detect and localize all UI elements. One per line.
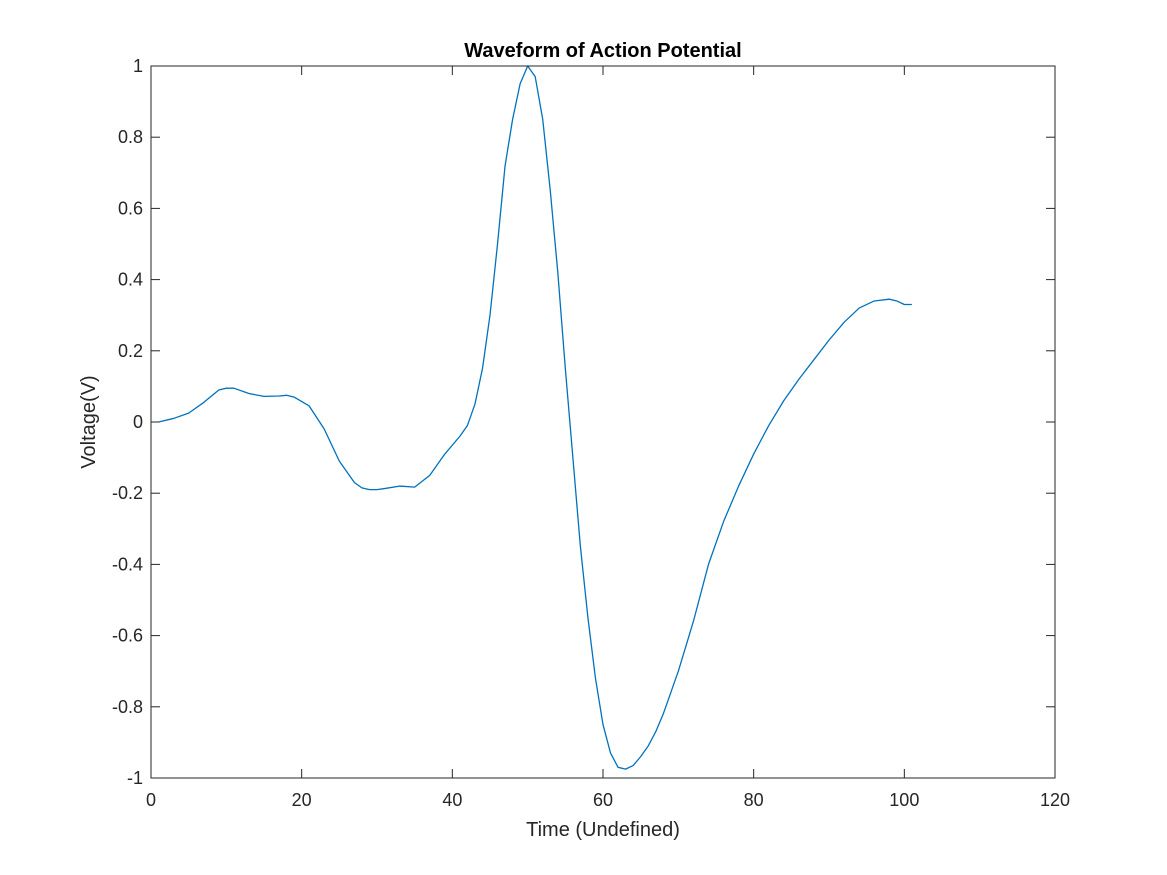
y-tick-label: 0.6 (118, 198, 143, 218)
y-axis-label: Voltage(V) (78, 375, 100, 468)
x-tick-label: 60 (593, 790, 613, 810)
y-tick-label: 0.4 (118, 270, 143, 290)
y-tick-label: 1 (133, 56, 143, 76)
y-tick-label: -0.8 (112, 697, 143, 717)
y-tick-label: -0.4 (112, 554, 143, 574)
x-tick-label: 80 (744, 790, 764, 810)
tick-labels: 0 20 40 60 80 100 120 -1 -0.8 -0.6 -0.4 -0.2 0 0.2 0.4… (112, 56, 1070, 810)
x-tick-label: 0 (146, 790, 156, 810)
x-tick-label: 120 (1040, 790, 1070, 810)
series-line (158, 65, 912, 770)
x-tick-label: 100 (889, 790, 919, 810)
y-tick-label: 0 (133, 412, 143, 432)
x-tick-label: 40 (442, 790, 462, 810)
x-tick-label: 20 (292, 790, 312, 810)
y-tick-label: 0.8 (118, 127, 143, 147)
x-axis-label: Time (Undefined) (526, 819, 680, 841)
y-tick-label: -0.2 (112, 483, 143, 503)
y-tick-label: -1 (127, 768, 143, 788)
axes-box (150, 65, 1056, 779)
y-tick-label: -0.6 (112, 626, 143, 646)
plot-area (151, 66, 1055, 778)
chart-title: Waveform of Action Potential (464, 40, 741, 62)
y-tick-label: 0.2 (118, 341, 143, 361)
